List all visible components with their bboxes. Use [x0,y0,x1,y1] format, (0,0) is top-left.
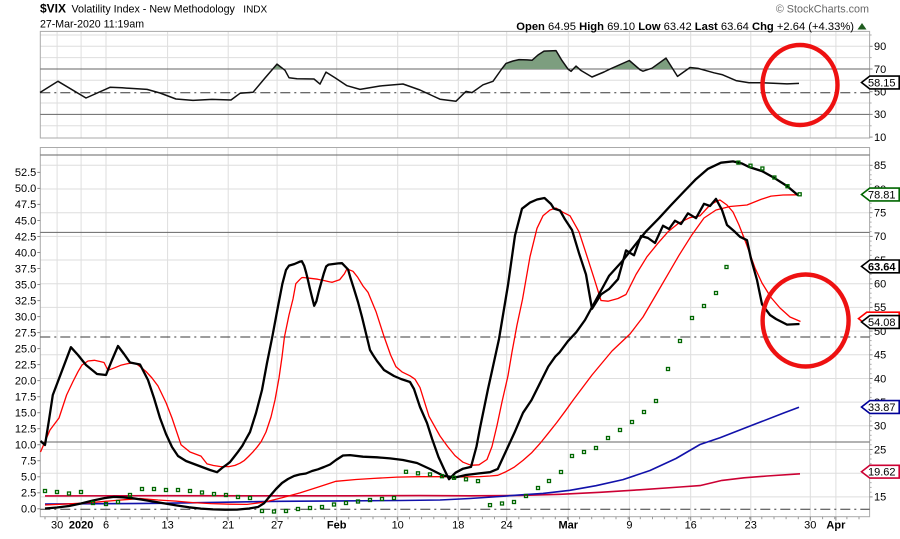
svg-text:2020: 2020 [69,520,93,532]
svg-text:70: 70 [874,64,886,76]
svg-text:Open 64.95 High 69.10 Low 63.4: Open 64.95 High 69.10 Low 63.42 Last 63.… [516,21,854,33]
svg-text:90: 90 [874,41,886,53]
svg-text:42.5: 42.5 [15,231,36,243]
svg-text:24: 24 [501,520,513,532]
svg-text:33.87: 33.87 [868,402,896,414]
svg-text:10: 10 [392,520,404,532]
svg-text:5.0: 5.0 [21,472,36,484]
svg-text:45: 45 [874,350,886,362]
svg-text:25.0: 25.0 [15,343,36,355]
svg-text:30.0: 30.0 [15,311,36,323]
svg-text:17.5: 17.5 [15,392,36,404]
svg-text:© StockCharts.com: © StockCharts.com [776,4,869,16]
svg-text:40.0: 40.0 [15,247,36,259]
svg-text:0.0: 0.0 [21,504,36,516]
svg-text:Feb: Feb [327,520,347,532]
svg-text:13: 13 [161,520,173,532]
svg-text:$VIX: $VIX [40,2,66,16]
svg-text:22.5: 22.5 [15,359,36,371]
svg-text:78.81: 78.81 [868,189,896,201]
svg-text:Volatility Index - New Methodo: Volatility Index - New Methodology [72,4,236,16]
svg-text:19.62: 19.62 [868,467,896,479]
svg-text:Mar: Mar [559,520,579,532]
svg-text:85: 85 [874,160,886,172]
svg-text:9: 9 [626,520,632,532]
svg-text:40: 40 [874,373,886,385]
svg-text:6: 6 [103,520,109,532]
svg-text:70: 70 [874,231,886,243]
svg-text:12.5: 12.5 [15,424,36,436]
svg-text:32.5: 32.5 [15,295,36,307]
svg-text:23: 23 [745,520,757,532]
svg-text:2.5: 2.5 [21,488,36,500]
svg-text:63.64: 63.64 [868,261,896,273]
svg-text:75: 75 [874,208,886,220]
svg-text:37.5: 37.5 [15,263,36,275]
svg-text:15: 15 [874,492,886,504]
svg-text:30: 30 [874,421,886,433]
svg-text:INDX: INDX [243,5,267,16]
svg-text:7.5: 7.5 [21,456,36,468]
svg-text:27-Mar-2020 11:19am: 27-Mar-2020 11:19am [40,19,144,31]
svg-text:16: 16 [685,520,697,532]
svg-text:30: 30 [804,520,816,532]
svg-text:27.5: 27.5 [15,327,36,339]
svg-text:30: 30 [51,520,63,532]
svg-text:Apr: Apr [826,520,846,532]
svg-text:45.0: 45.0 [15,215,36,227]
svg-text:50.0: 50.0 [15,183,36,195]
svg-text:60: 60 [874,279,886,291]
svg-text:58.15: 58.15 [868,77,896,89]
svg-text:52.5: 52.5 [15,167,36,179]
svg-text:25: 25 [874,444,886,456]
svg-text:35.0: 35.0 [15,279,36,291]
svg-text:18: 18 [452,520,464,532]
svg-text:21: 21 [222,520,234,532]
svg-text:47.5: 47.5 [15,199,36,211]
svg-text:55: 55 [874,302,886,314]
svg-text:30: 30 [874,109,886,121]
svg-text:20.0: 20.0 [15,375,36,387]
svg-text:10.0: 10.0 [15,440,36,452]
svg-text:15.0: 15.0 [15,408,36,420]
svg-text:10: 10 [874,132,886,144]
svg-text:54.08: 54.08 [868,317,896,329]
svg-text:27: 27 [271,520,283,532]
